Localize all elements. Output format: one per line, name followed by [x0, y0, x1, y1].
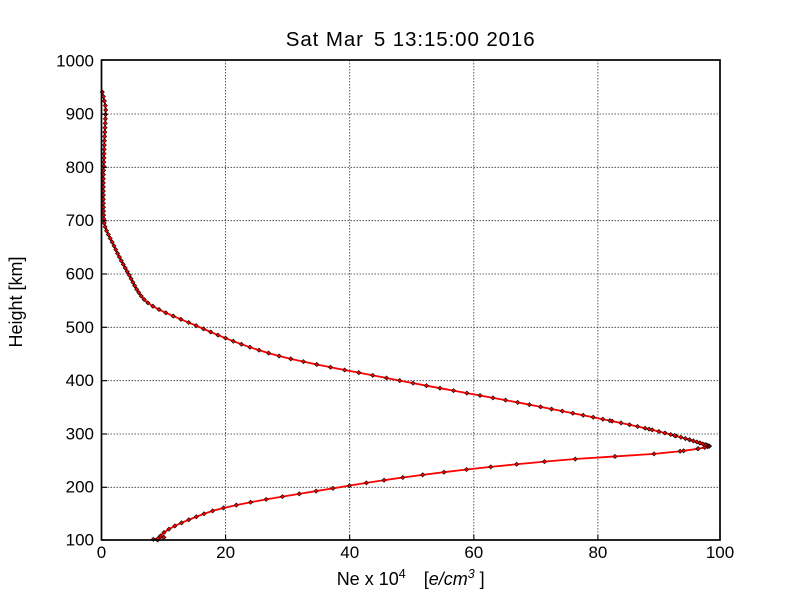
svg-text:300: 300: [66, 425, 94, 444]
svg-text:100: 100: [66, 531, 94, 550]
svg-text:20: 20: [216, 543, 235, 562]
svg-text:60: 60: [464, 543, 483, 562]
svg-text:Height [km]: Height [km]: [6, 256, 26, 347]
svg-text:600: 600: [66, 265, 94, 284]
svg-text:500: 500: [66, 318, 94, 337]
svg-text:400: 400: [66, 371, 94, 390]
svg-text:0: 0: [97, 543, 106, 562]
svg-text:700: 700: [66, 211, 94, 230]
svg-text:40: 40: [340, 543, 359, 562]
svg-text:80: 80: [588, 543, 607, 562]
svg-text:800: 800: [66, 158, 94, 177]
svg-text:200: 200: [66, 478, 94, 497]
svg-text:100: 100: [706, 543, 734, 562]
svg-text:Sat Mar 5 13:15:00 2016: Sat Mar 5 13:15:00 2016: [286, 28, 536, 51]
svg-text:900: 900: [66, 105, 94, 124]
svg-text:1000: 1000: [56, 52, 94, 71]
svg-text:Ne x 104 [e/cm3 ]: Ne x 104 [e/cm3 ]: [337, 567, 485, 589]
